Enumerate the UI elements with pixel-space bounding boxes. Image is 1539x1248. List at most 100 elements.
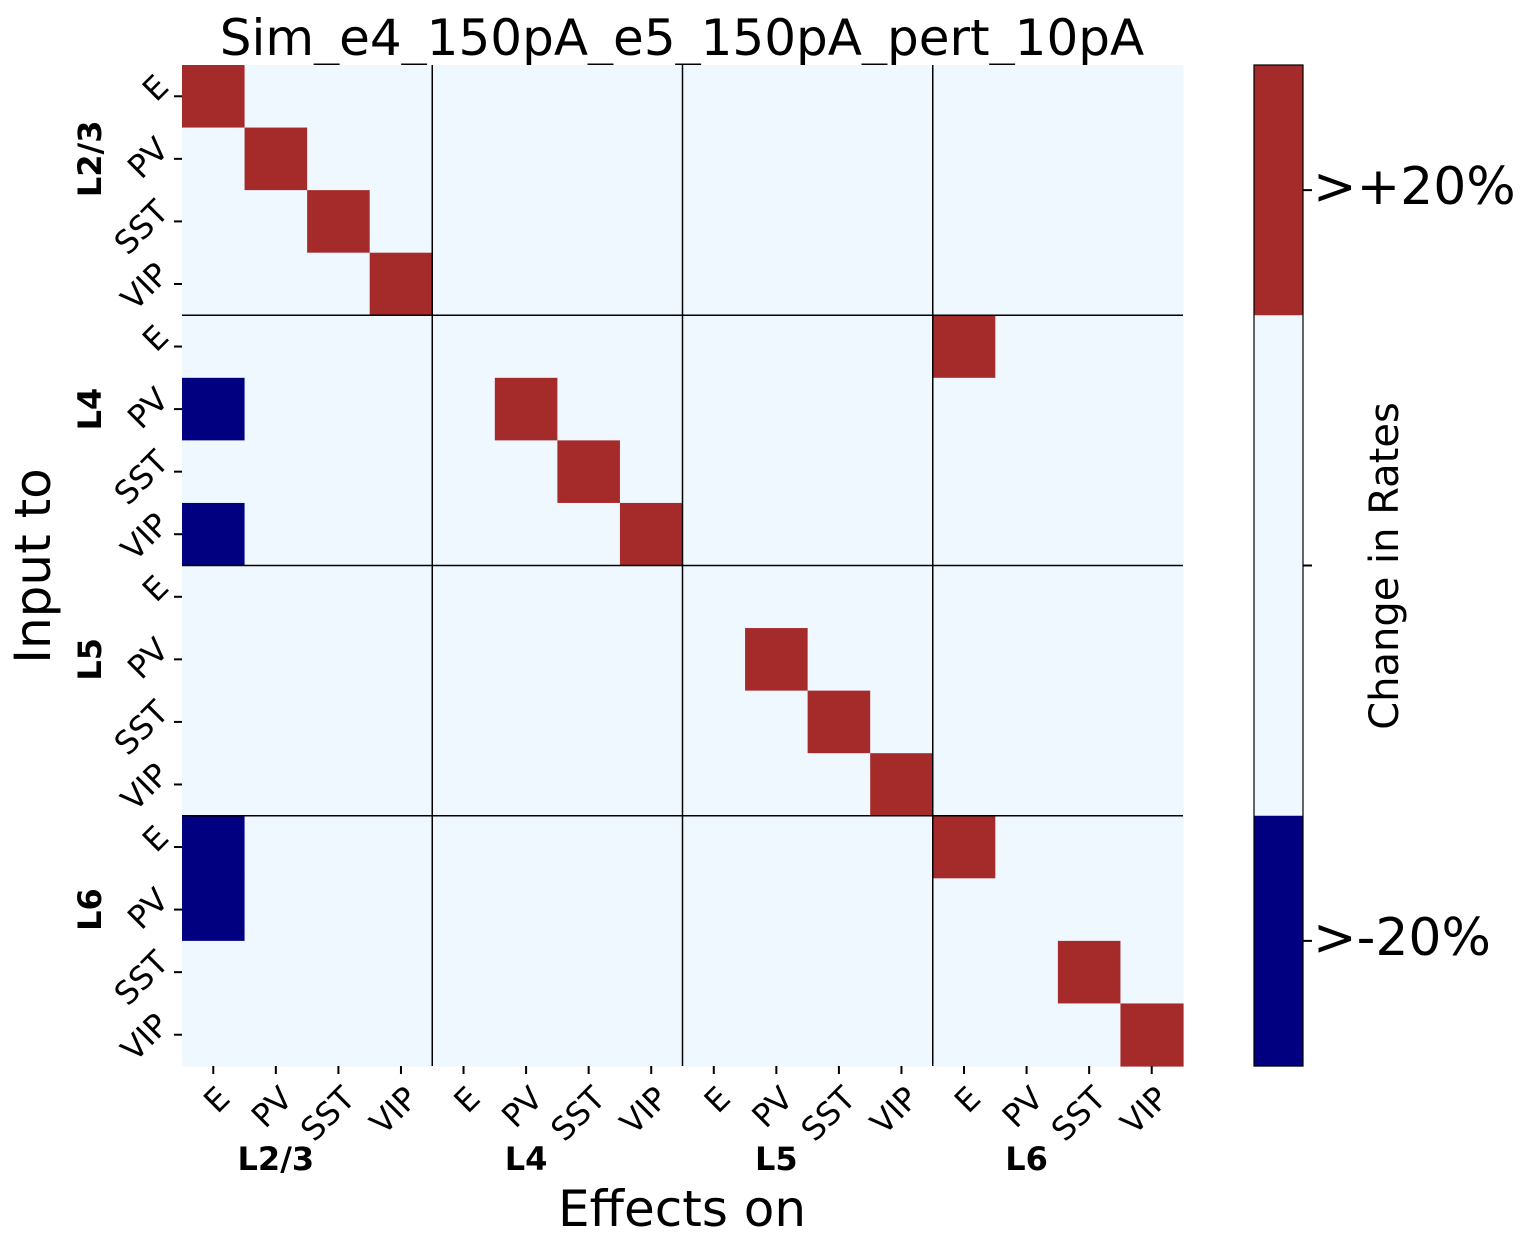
heatmap-cell <box>494 190 558 254</box>
heatmap-cell <box>995 502 1059 567</box>
x-layer-label: L6 <box>1005 1140 1048 1178</box>
heatmap-cell <box>1057 65 1122 129</box>
heatmap-cell <box>870 940 934 1005</box>
heatmap-cell <box>557 65 621 129</box>
heatmap-cell <box>745 753 809 817</box>
heatmap-cell <box>307 1003 371 1067</box>
heatmap-cell <box>1120 878 1184 942</box>
heatmap-cell <box>494 440 558 504</box>
heatmap-cell <box>682 565 746 629</box>
heatmap-cell <box>682 878 746 942</box>
heatmap-cell <box>369 377 433 441</box>
heatmap-cell <box>932 252 996 316</box>
colorbar-segment <box>1254 315 1303 567</box>
heatmap-cell <box>807 377 871 441</box>
heatmap-cell <box>995 565 1059 629</box>
heatmap-cell <box>369 315 433 379</box>
heatmap-cell <box>557 628 621 692</box>
heatmap-cell <box>557 690 621 754</box>
heatmap-cell <box>870 628 934 692</box>
heatmap-cell <box>995 315 1059 379</box>
heatmap-cell <box>1120 815 1184 879</box>
heatmap-cell <box>995 440 1059 504</box>
x-tick-label: SST <box>543 1079 613 1149</box>
x-tick-label: VIP <box>613 1079 676 1142</box>
heatmap-cell <box>369 815 433 879</box>
heatmap-cell <box>682 628 746 692</box>
heatmap-cell <box>182 940 246 1005</box>
heatmap-cell <box>807 940 871 1005</box>
heatmap-cell <box>557 565 621 629</box>
heatmap-cell <box>932 65 996 129</box>
x-tick-label: SST <box>794 1079 864 1149</box>
heatmap-cell <box>182 252 246 316</box>
heatmap-cell <box>995 628 1059 692</box>
heatmap-cell <box>932 315 996 379</box>
heatmap-cell <box>557 1003 621 1067</box>
heatmap-cell <box>619 1003 684 1067</box>
heatmap-cell <box>244 502 308 567</box>
y-tick-label: SST <box>107 943 177 1013</box>
heatmap-cell <box>1120 940 1184 1005</box>
heatmap-cell <box>995 127 1059 191</box>
heatmap-cell <box>432 127 496 191</box>
heatmap-cell <box>682 315 746 379</box>
heatmap-cell <box>494 940 558 1005</box>
y-tick-label: E <box>135 318 176 359</box>
chart-title: Sim_e4_150pA_e5_150pA_pert_10pA <box>220 9 1144 67</box>
heatmap-cell <box>932 815 996 879</box>
heatmap-cell <box>807 502 871 567</box>
heatmap-cell <box>432 753 496 817</box>
heatmap-cell <box>494 753 558 817</box>
heatmap-cell <box>494 65 558 129</box>
heatmap-cell <box>932 1003 996 1067</box>
heatmap-cell <box>1120 377 1184 441</box>
heatmap-cell <box>745 815 809 879</box>
heatmap-cell <box>369 127 433 191</box>
heatmap-cell <box>182 690 246 754</box>
heatmap-cell <box>182 190 246 254</box>
heatmap-cell <box>682 1003 746 1067</box>
heatmap-cell <box>494 815 558 879</box>
x-tick-label: PV <box>995 1079 1051 1135</box>
heatmap-cell <box>745 315 809 379</box>
heatmap-cell <box>745 690 809 754</box>
heatmap-cell <box>182 815 246 879</box>
heatmap-cell <box>807 690 871 754</box>
heatmap-cell <box>369 440 433 504</box>
heatmap-cell <box>432 628 496 692</box>
heatmap-cell <box>494 690 558 754</box>
y-tick-label: PV <box>120 881 176 937</box>
x-tick-label: VIP <box>863 1079 926 1142</box>
heatmap-cell <box>432 377 496 441</box>
heatmap-cell <box>369 690 433 754</box>
heatmap-cell <box>307 502 371 567</box>
heatmap-cell <box>682 377 746 441</box>
heatmap-cell <box>494 565 558 629</box>
heatmap-cell <box>244 815 308 879</box>
heatmap-cell <box>557 753 621 817</box>
heatmap-cell <box>619 628 684 692</box>
heatmap-cell <box>619 315 684 379</box>
heatmap-cell <box>807 190 871 254</box>
heatmap-cell <box>494 127 558 191</box>
heatmap-cell <box>494 377 558 441</box>
heatmap-cell <box>807 565 871 629</box>
heatmap-cell <box>1120 315 1184 379</box>
x-layer-labels: L2/3 L4 L5 L6 <box>238 1140 1048 1178</box>
y-layer-label: L6 <box>71 888 109 931</box>
heatmap-cell <box>870 377 934 441</box>
heatmap-cell <box>432 878 496 942</box>
heatmap-cell <box>494 1003 558 1067</box>
heatmap-cell <box>682 690 746 754</box>
heatmap-cell <box>995 690 1059 754</box>
heatmap-cell <box>432 190 496 254</box>
heatmap-cell <box>432 565 496 629</box>
heatmap-cell <box>870 315 934 379</box>
heatmap-cell <box>369 65 433 129</box>
heatmap-cell <box>432 65 496 129</box>
heatmap-cell <box>244 190 308 254</box>
heatmap-cell <box>1057 502 1122 567</box>
